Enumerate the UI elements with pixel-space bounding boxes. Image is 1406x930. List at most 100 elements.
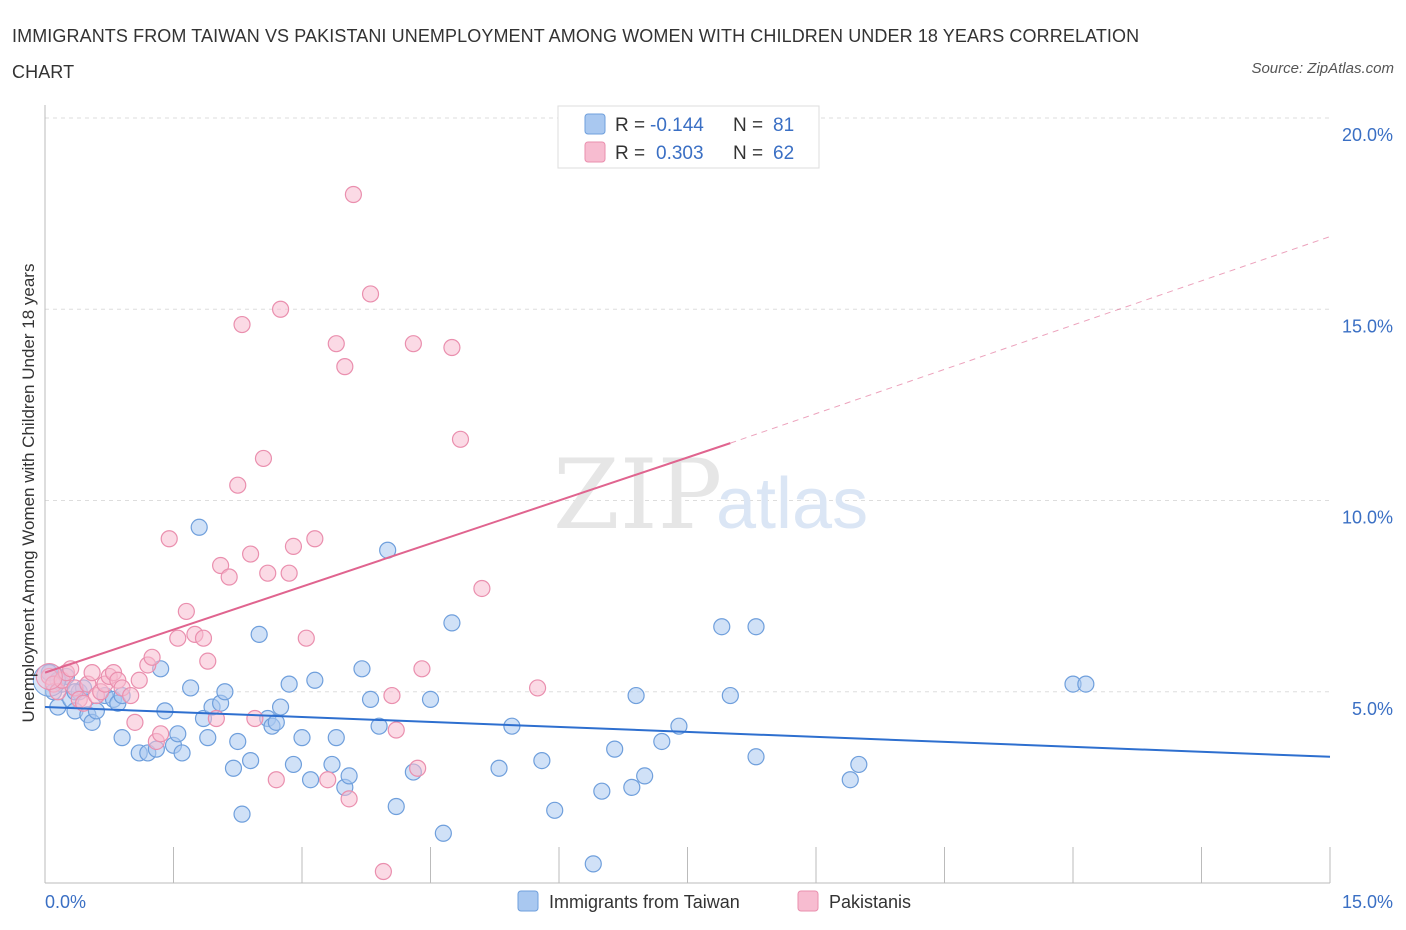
taiwan-point-32: [224, 759, 243, 777]
taiwan-point-62: [546, 801, 564, 819]
pakistani-point-46: [319, 771, 337, 789]
taiwan-point-75: [841, 771, 859, 789]
pakistani-point-29: [194, 629, 213, 647]
taiwan-points: [32, 518, 1095, 873]
pakistani-point-36: [242, 545, 260, 563]
pakistani-point-57: [413, 660, 431, 678]
taiwan-point-25: [182, 679, 200, 697]
y-tick-label-2: 15.0%: [1342, 316, 1393, 336]
pakistani-point-55: [404, 335, 422, 353]
legend-n-value-taiwan: 81: [773, 115, 794, 136]
taiwan-point-51: [361, 690, 380, 709]
pakistani-point-37: [246, 709, 264, 728]
pakistani-point-45: [306, 530, 324, 548]
pakistani-point-54: [387, 721, 405, 739]
legend-n-label-pakistani: N =: [733, 143, 763, 164]
x-tick-label-0: 0.0%: [45, 892, 86, 912]
pakistani-point-50: [344, 185, 362, 204]
series-legend-label-taiwan: Immigrants from Taiwan: [549, 892, 740, 912]
taiwan-point-74: [747, 618, 765, 636]
taiwan-point-40: [271, 698, 290, 716]
watermark-zip: ZIP: [553, 439, 722, 551]
pakistani-point-35: [233, 315, 251, 334]
legend-r-label-pakistani: R =: [615, 143, 645, 164]
taiwan-point-28: [199, 729, 217, 747]
y-tick-label-0: 5.0%: [1352, 699, 1393, 719]
pakistani-point-26: [169, 629, 187, 647]
taiwan-point-69: [653, 732, 671, 751]
pakistani-point-40: [267, 771, 285, 789]
series-legend-swatch-taiwan: [517, 890, 539, 912]
taiwan-point-52: [370, 717, 388, 735]
taiwan-point-56: [421, 690, 440, 709]
taiwan-point-33: [229, 732, 247, 751]
chart-title: IMMIGRANTS FROM TAIWAN VS PAKISTANI UNEM…: [12, 26, 1140, 82]
taiwan-point-72: [721, 686, 739, 705]
legend-r-label-taiwan: R =: [615, 115, 645, 136]
pakistani-point-10: [83, 664, 101, 682]
pakistani-point-27: [177, 602, 195, 621]
taiwan-point-47: [327, 729, 345, 747]
pakistani-point-52: [374, 862, 392, 881]
taiwan-point-78: [1077, 675, 1095, 693]
taiwan-point-73: [747, 748, 765, 766]
y-axis-label: Unemployment Among Women with Children U…: [19, 264, 38, 723]
source-credit: Source: ZipAtlas.com: [1251, 60, 1394, 77]
pakistani-point-39: [259, 564, 277, 582]
taiwan-point-64: [593, 782, 611, 800]
pakistani-point-42: [280, 564, 298, 582]
pakistani-point-32: [212, 556, 230, 575]
taiwan-point-57: [434, 824, 452, 842]
pakistani-point-25: [160, 530, 178, 548]
taiwan-point-61: [533, 751, 551, 770]
pakistani-point-33: [220, 568, 238, 586]
pakistani-point-8: [74, 694, 93, 712]
pakistani-point-24: [152, 725, 170, 743]
pakistani-point-18: [122, 686, 140, 705]
taiwan-point-26: [190, 518, 208, 536]
pakistani-trend-line: [44, 442, 731, 674]
taiwan-point-63: [584, 855, 602, 873]
taiwan-point-71: [713, 618, 731, 636]
taiwan-point-58: [443, 614, 461, 632]
taiwan-point-59: [490, 759, 508, 777]
taiwan-point-36: [250, 625, 268, 643]
taiwan-point-24: [173, 744, 191, 762]
pakistani-point-38: [254, 449, 273, 468]
pakistani-point-59: [451, 430, 470, 448]
taiwan-point-65: [606, 740, 624, 758]
pakistani-point-34: [229, 476, 247, 494]
taiwan-point-54: [387, 797, 405, 816]
taiwan-point-44: [301, 771, 320, 789]
taiwan-point-23: [169, 725, 187, 743]
legend-r-value-taiwan: -0.144: [650, 115, 704, 136]
watermark: ZIP atlas: [553, 439, 868, 551]
taiwan-point-43: [293, 729, 311, 747]
pakistani-point-19: [126, 713, 144, 731]
legend-n-value-pakistani: 62: [773, 143, 794, 164]
tick-labels: 5.0% 10.0% 15.0% 20.0% 0.0% 15.0%: [45, 125, 1393, 912]
y-tick-label-3: 20.0%: [1342, 125, 1393, 145]
legend-r-value-pakistani: 0.303: [656, 143, 704, 164]
taiwan-point-68: [636, 767, 654, 785]
legend-n-label-taiwan: N =: [733, 115, 763, 136]
pakistani-point-61: [528, 679, 547, 697]
legend-swatch-taiwan: [584, 113, 606, 135]
taiwan-point-67: [627, 686, 645, 705]
pakistani-point-41: [271, 300, 290, 318]
pakistani-trend-extension: [730, 236, 1331, 444]
gridlines: [45, 117, 1330, 693]
taiwan-point-41: [280, 675, 298, 693]
taiwan-point-35: [242, 751, 260, 770]
taiwan-point-42: [284, 755, 303, 774]
taiwan-point-46: [323, 755, 341, 774]
y-tick-label-1: 10.0%: [1342, 508, 1393, 528]
taiwan-point-16: [113, 729, 131, 747]
taiwan-point-66: [623, 778, 641, 796]
series-legend-swatch-pakistani: [797, 890, 819, 912]
pakistani-point-53: [383, 686, 401, 705]
pakistani-point-22: [143, 648, 161, 666]
pakistani-point-51: [361, 285, 380, 303]
legend-swatch-pakistani: [584, 141, 606, 163]
